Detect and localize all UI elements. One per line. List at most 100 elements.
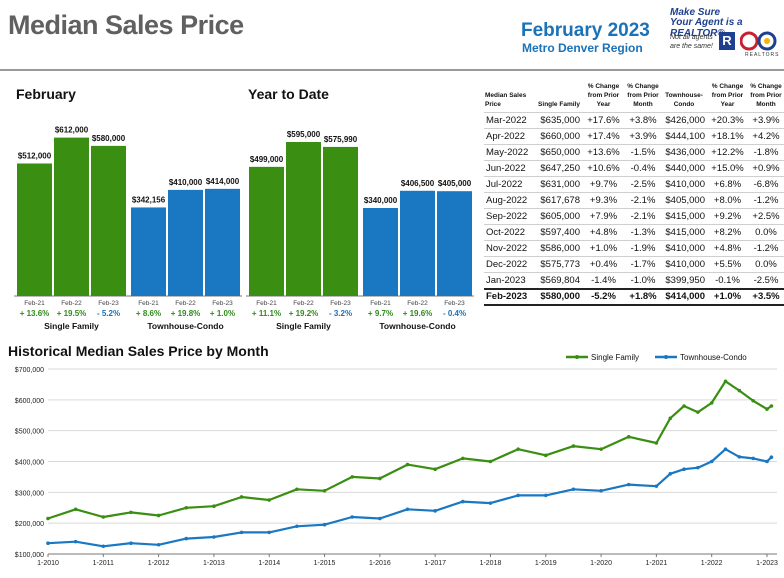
ytd-pct-change: + 11.1% bbox=[252, 309, 281, 318]
ytd-bar bbox=[363, 208, 398, 296]
ytd-chart-title: Year to Date bbox=[248, 86, 329, 102]
table-row: Oct-2022 $597,400 +4.8% -1.3% $415,000 +8.2% 0… bbox=[484, 224, 784, 241]
hist-x-tick: 1-2013 bbox=[203, 560, 225, 567]
table-cell: -1.7% bbox=[625, 256, 661, 273]
hist-x-tick: 1-2017 bbox=[424, 560, 446, 567]
hist-point bbox=[516, 493, 520, 498]
table-cell: -1.5% bbox=[625, 144, 661, 161]
hist-x-tick: 1-2018 bbox=[480, 560, 502, 567]
ytd-pct-change: - 0.4% bbox=[443, 309, 466, 318]
table-cell: $605,000 bbox=[536, 208, 582, 225]
table-cell: +18.1% bbox=[707, 128, 748, 145]
table-cell: Mar-2022 bbox=[484, 112, 536, 129]
hist-point bbox=[156, 513, 161, 518]
table-cell: -2.5% bbox=[748, 272, 784, 289]
hist-point bbox=[433, 467, 437, 472]
hist-point bbox=[516, 447, 520, 451]
hist-point bbox=[626, 482, 631, 487]
hist-point bbox=[696, 410, 700, 414]
february-group-label: Townhouse-Condo bbox=[147, 321, 223, 331]
hist-y-tick: $600,000 bbox=[15, 398, 44, 405]
hist-point bbox=[239, 530, 244, 535]
table-row: Dec-2022 $575,773 +0.4% -1.7% $410,000 +5.5% 0… bbox=[484, 256, 784, 273]
hist-point bbox=[751, 398, 755, 403]
table-row: May-2022 $650,000 +13.6% -1.5% $436,000 +12.2… bbox=[484, 144, 784, 161]
ytd-value-label: $406,500 bbox=[401, 179, 435, 188]
table-cell: +1.0% bbox=[582, 240, 625, 257]
table-cell: +1.0% bbox=[707, 287, 748, 306]
hist-x-tick: 1-2019 bbox=[535, 560, 557, 567]
hist-point bbox=[73, 539, 78, 544]
table-cell: 0.0% bbox=[748, 256, 784, 273]
ytd-category-label: Feb-23 bbox=[444, 300, 465, 307]
table-cell: +4.8% bbox=[582, 224, 625, 241]
table-cell: +0.9% bbox=[748, 160, 784, 177]
table-cell: $436,000 bbox=[661, 144, 707, 161]
table-cell: +13.6% bbox=[582, 144, 625, 161]
table-cell: $617,678 bbox=[536, 192, 582, 209]
monthly-price-table: Median Sales Price Single Family % Chang… bbox=[484, 82, 784, 306]
hist-point bbox=[73, 507, 78, 512]
february-category-label: Feb-22 bbox=[175, 300, 196, 307]
table-cell: $410,000 bbox=[661, 256, 707, 273]
table-cell: $410,000 bbox=[661, 240, 707, 257]
hist-y-tick: $200,000 bbox=[15, 521, 44, 528]
hist-point bbox=[184, 536, 189, 541]
ad-headline-1: Make Sure bbox=[670, 7, 721, 18]
hist-point bbox=[765, 459, 769, 464]
table-cell: +6.8% bbox=[707, 176, 748, 193]
hist-point bbox=[737, 388, 742, 393]
hist-point bbox=[101, 544, 106, 549]
table-cell: +3.9% bbox=[625, 128, 661, 145]
ytd-value-label: $595,000 bbox=[287, 130, 321, 139]
hist-point bbox=[599, 488, 603, 493]
february-value-label: $410,000 bbox=[169, 178, 203, 187]
hist-point bbox=[682, 404, 686, 408]
col-header-tc-yoy: % Change from Prior Year bbox=[711, 83, 744, 108]
table-cell: +4.8% bbox=[707, 240, 748, 257]
table-cell: $597,400 bbox=[536, 224, 582, 241]
table-cell: +8.2% bbox=[707, 224, 748, 241]
hist-y-tick: $500,000 bbox=[15, 429, 44, 436]
table-cell: Apr-2022 bbox=[484, 128, 536, 145]
hist-x-tick: 1-2010 bbox=[37, 560, 59, 567]
table-cell: $405,000 bbox=[661, 192, 707, 209]
table-cell: -1.0% bbox=[625, 272, 661, 289]
table-row: Aug-2022 $617,678 +9.3% -2.1% $405,000 +8.0% -… bbox=[484, 192, 784, 209]
february-bar bbox=[17, 163, 52, 296]
hist-point bbox=[129, 510, 133, 515]
february-value-label: $512,000 bbox=[18, 151, 52, 160]
hist-point bbox=[543, 493, 548, 498]
table-cell: $650,000 bbox=[536, 144, 582, 161]
table-cell: +3.8% bbox=[625, 112, 661, 129]
ytd-bar bbox=[249, 166, 284, 296]
hist-legend-marker bbox=[575, 355, 579, 359]
hist-y-tick: $400,000 bbox=[15, 460, 44, 467]
february-pct-change: + 1.0% bbox=[210, 309, 235, 318]
hist-legend-marker bbox=[664, 355, 668, 359]
ytd-bar bbox=[286, 142, 321, 296]
table-cell: $569,804 bbox=[536, 272, 582, 289]
hist-y-tick: $700,000 bbox=[15, 367, 44, 374]
table-cell: May-2022 bbox=[484, 144, 536, 161]
table-cell: $580,000 bbox=[536, 287, 582, 306]
col-header-tc-price: Townhouse-Condo bbox=[665, 92, 703, 108]
hist-x-tick: 1-2021 bbox=[645, 560, 667, 567]
hist-point bbox=[295, 524, 299, 529]
february-value-label: $580,000 bbox=[92, 134, 126, 143]
hist-series-line-0 bbox=[47, 380, 773, 520]
february-group-label: Single Family bbox=[44, 321, 99, 331]
february-category-label: Feb-21 bbox=[24, 300, 45, 307]
ad-tagline-2: are the same! bbox=[670, 43, 713, 50]
hist-point bbox=[212, 504, 216, 509]
hist-point bbox=[101, 515, 106, 519]
table-cell: 0.0% bbox=[748, 224, 784, 241]
february-bar bbox=[205, 188, 240, 296]
table-cell: Jun-2022 bbox=[484, 160, 536, 177]
hist-point bbox=[322, 488, 327, 493]
hist-point bbox=[295, 487, 299, 492]
table-cell: -2.1% bbox=[625, 208, 661, 225]
hist-x-tick: 1-2023 bbox=[756, 560, 778, 567]
hist-point bbox=[723, 447, 728, 451]
february-value-label: $612,000 bbox=[55, 126, 89, 135]
